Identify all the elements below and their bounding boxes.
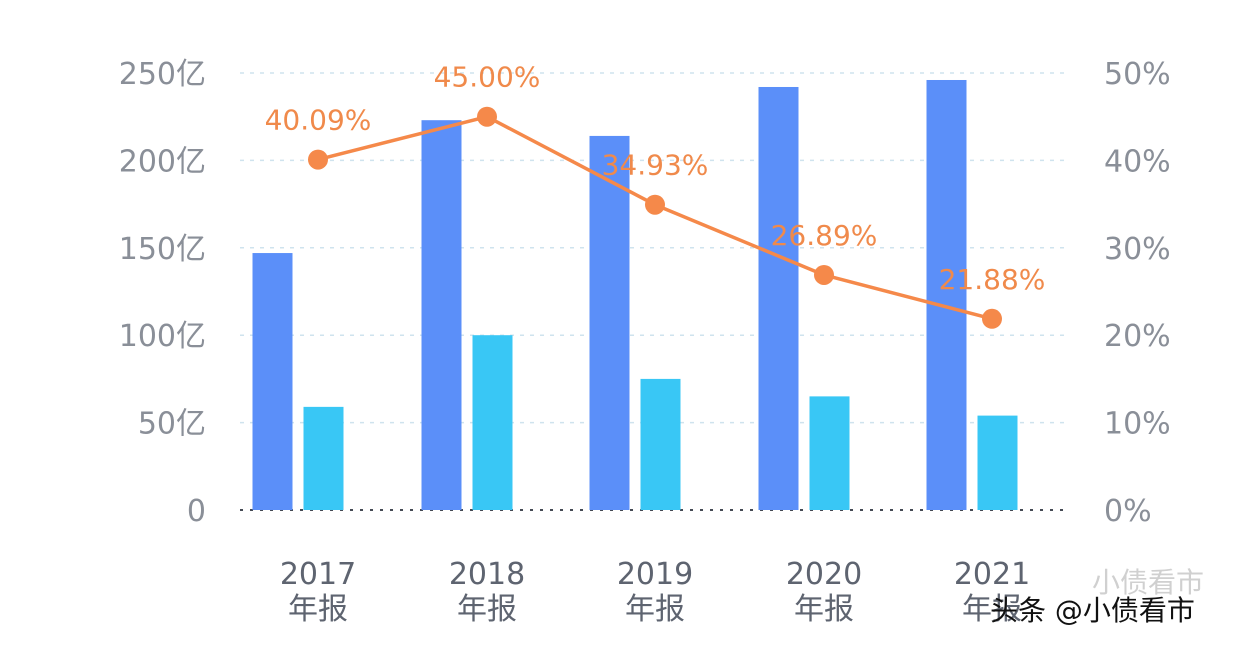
category-suffix-2017: 年报 (288, 592, 348, 627)
left-tick-label: 50亿 (138, 407, 206, 442)
left-axis: 0 50亿 100亿 150亿 200亿 250亿 (119, 57, 206, 529)
bar-series-1-2017 (252, 253, 293, 510)
ratio-point-2021 (982, 308, 1002, 329)
bar-series-2-2019 (640, 378, 681, 510)
ratio-label-2021: 21.88% (939, 263, 1046, 296)
bar-series-1-2021 (926, 79, 967, 510)
left-tick-label: 100亿 (119, 319, 206, 354)
left-tick-label: 250亿 (119, 57, 206, 92)
ratio-point-2020 (814, 264, 834, 285)
bar-series-2-2018 (472, 335, 513, 510)
category-year-2017: 2017 (280, 557, 356, 592)
category-year-2021: 2021 (954, 557, 1030, 592)
right-tick-label: 50% (1104, 57, 1171, 92)
ratio-point-2019 (645, 194, 665, 215)
right-tick-label: 40% (1104, 144, 1171, 179)
category-year-2018: 2018 (449, 557, 525, 592)
ratio-label-2019: 34.93% (602, 149, 709, 182)
category-suffix-2020: 年报 (794, 592, 854, 627)
right-tick-label: 20% (1104, 319, 1171, 354)
category-year-2019: 2019 (617, 557, 693, 592)
ratio-label-2017: 40.09% (265, 104, 372, 137)
watermark-secondary: 小债看市 (1092, 566, 1204, 599)
bar-series-2-2021 (977, 415, 1018, 510)
right-tick-label: 0% (1104, 494, 1152, 529)
bar-series-1-2020 (758, 86, 799, 510)
watermark-text: 头条 @小债看市 (990, 594, 1195, 627)
left-tick-label: 200亿 (119, 144, 206, 179)
watermark: 小债看市 头条 @小债看市 (990, 566, 1204, 627)
right-tick-label: 30% (1104, 232, 1171, 267)
ratio-point-2018 (477, 106, 497, 127)
bar-series-1-2019 (589, 135, 630, 511)
ratio-point-2017 (308, 149, 328, 170)
bar-series-1-2018 (421, 120, 462, 511)
left-tick-label: 150亿 (119, 232, 206, 267)
bar-series-2-2017 (303, 406, 344, 510)
bar-series-2-2020 (809, 396, 850, 510)
ratio-line (317, 114, 993, 321)
right-tick-label: 10% (1104, 407, 1171, 442)
ratio-label-2020: 26.89% (771, 219, 878, 252)
category-year-2020: 2020 (786, 557, 862, 592)
line-layer: 40.09% 45.00% 34.93% 26.89% 21.88% (265, 61, 1046, 329)
right-axis: 0% 10% 20% 30% 40% 50% (1104, 57, 1171, 529)
bar-layer (252, 79, 1018, 511)
category-suffix-2021: 年报 (962, 592, 1022, 627)
ratio-label-2018: 45.00% (434, 61, 541, 94)
left-tick-label: 0 (187, 494, 206, 529)
category-suffix-2019: 年报 (625, 592, 685, 627)
category-suffix-2018: 年报 (457, 592, 517, 627)
